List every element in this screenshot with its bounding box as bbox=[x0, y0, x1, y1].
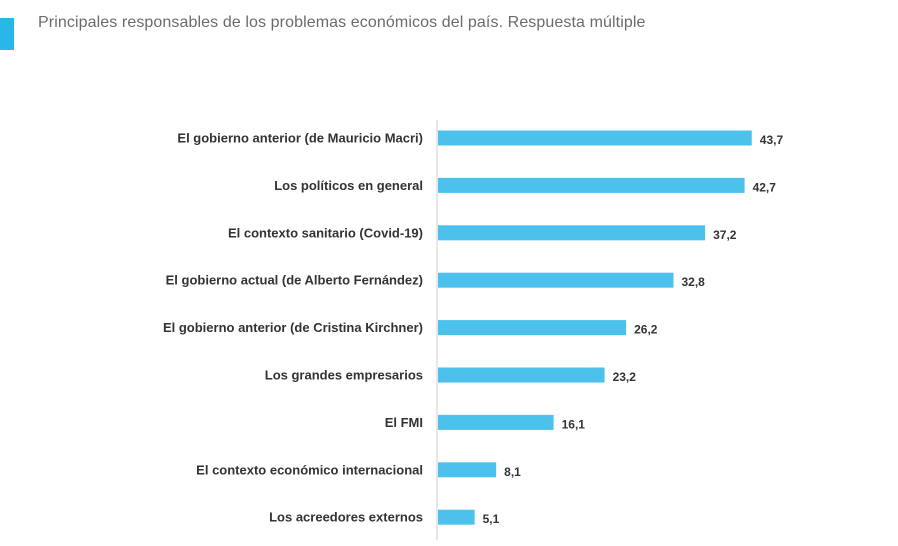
category-label: El gobierno anterior (de Mauricio Macri) bbox=[177, 131, 423, 146]
category-label: El gobierno anterior (de Cristina Kirchn… bbox=[163, 320, 423, 335]
title-accent-bar bbox=[0, 18, 14, 50]
bar bbox=[438, 367, 605, 383]
value-label: 26,2 bbox=[634, 323, 658, 337]
category-label: Los acreedores externos bbox=[269, 510, 423, 525]
bar bbox=[438, 462, 497, 478]
bar bbox=[438, 225, 706, 241]
chart-title: Principales responsables de los problema… bbox=[38, 14, 646, 31]
category-label: El contexto sanitario (Covid-19) bbox=[228, 225, 423, 240]
bar bbox=[438, 414, 554, 430]
category-label: El FMI bbox=[385, 415, 423, 430]
category-label: El contexto económico internacional bbox=[196, 462, 423, 477]
bar bbox=[438, 320, 627, 336]
value-label: 37,2 bbox=[713, 228, 737, 242]
value-label: 16,1 bbox=[562, 417, 586, 431]
category-label: El gobierno actual (de Alberto Fernández… bbox=[166, 273, 423, 288]
bar bbox=[438, 272, 674, 288]
category-label: Los grandes empresarios bbox=[265, 368, 423, 383]
value-label: 32,8 bbox=[682, 275, 706, 289]
value-label: 23,2 bbox=[613, 370, 637, 384]
value-label: 8,1 bbox=[504, 465, 521, 479]
value-label: 42,7 bbox=[753, 180, 777, 194]
category-label: Los políticos en general bbox=[274, 178, 423, 193]
bar bbox=[438, 509, 475, 525]
bar bbox=[438, 130, 752, 146]
bar bbox=[438, 177, 745, 193]
value-label: 5,1 bbox=[483, 512, 500, 526]
value-label: 43,7 bbox=[760, 133, 784, 147]
